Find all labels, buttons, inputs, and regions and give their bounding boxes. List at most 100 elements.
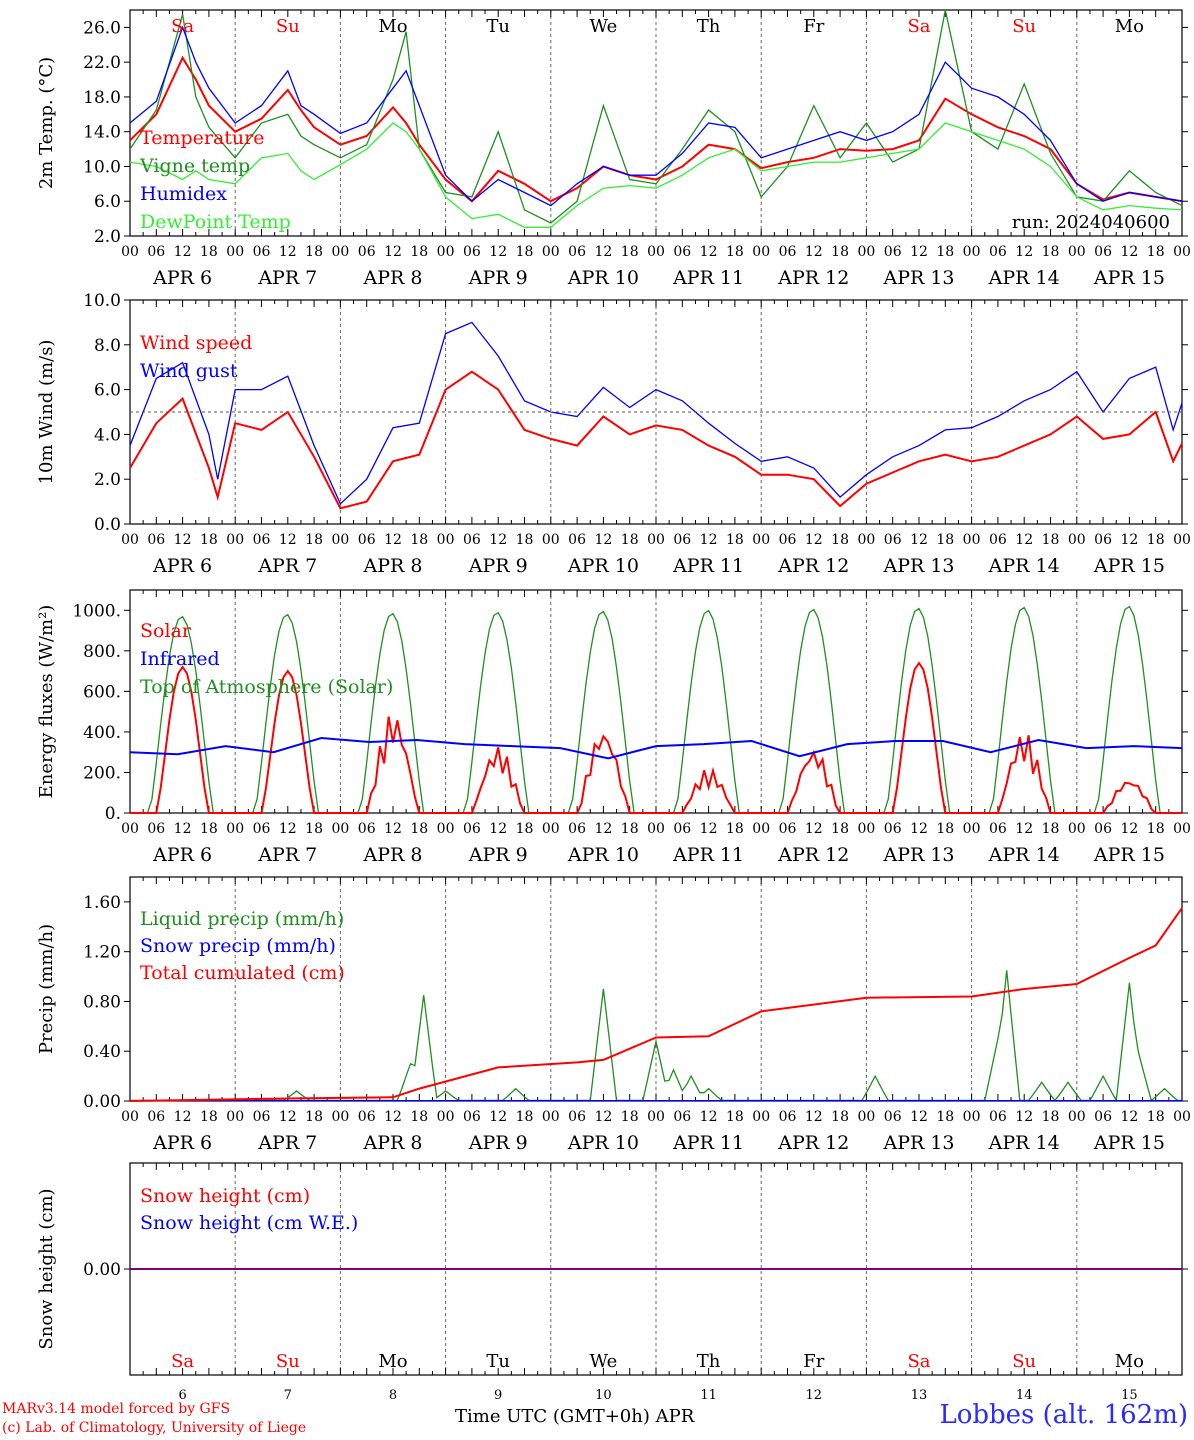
hour-tick-label: 18 xyxy=(305,532,323,548)
y-axis-label: Precip (mm/h) xyxy=(36,924,57,1054)
hour-tick-label: 12 xyxy=(1015,1109,1033,1125)
hour-tick-label: 06 xyxy=(358,821,376,837)
y-tick-label: 0.00 xyxy=(83,1260,121,1280)
y-tick-label: 6.0 xyxy=(94,192,121,212)
day-name-bottom: Su xyxy=(1012,1351,1036,1372)
hour-tick-label: 00 xyxy=(963,1109,981,1125)
hour-tick-label: 18 xyxy=(1042,244,1060,260)
hour-tick-label: 00 xyxy=(226,244,244,260)
hour-tick-label: 18 xyxy=(936,244,954,260)
hour-tick-label: 18 xyxy=(621,532,639,548)
y-tick-label: 4.0 xyxy=(94,425,121,445)
y-tick-label: 18.0 xyxy=(83,88,121,108)
series-line-vigne-temp xyxy=(129,9,1183,224)
day-number: 9 xyxy=(494,1388,502,1403)
date-label: APR 8 xyxy=(363,267,423,289)
date-label: APR 9 xyxy=(468,555,528,577)
hour-tick-label: 18 xyxy=(621,821,639,837)
hour-tick-label: 00 xyxy=(226,821,244,837)
hour-tick-label: 12 xyxy=(594,532,612,548)
date-label: APR 11 xyxy=(672,1132,744,1154)
hour-tick-label: 06 xyxy=(147,244,165,260)
hour-tick-label: 18 xyxy=(516,1109,534,1125)
y-tick-label: 10.0 xyxy=(83,291,121,311)
hour-tick-label: 06 xyxy=(884,821,902,837)
date-label: APR 14 xyxy=(988,844,1060,866)
hour-tick-label: 18 xyxy=(621,244,639,260)
hour-tick-label: 12 xyxy=(174,1109,192,1125)
hour-tick-label: 18 xyxy=(305,1109,323,1125)
hour-tick-label: 00 xyxy=(752,821,770,837)
y-tick-label: 600. xyxy=(83,682,121,702)
day-name-bottom: Th xyxy=(697,1351,721,1372)
hour-tick-label: 06 xyxy=(463,1109,481,1125)
date-label: APR 12 xyxy=(777,555,849,577)
date-label: APR 9 xyxy=(468,267,528,289)
date-label: APR 6 xyxy=(152,1132,212,1154)
hour-tick-label: 12 xyxy=(594,821,612,837)
hour-tick-label: 00 xyxy=(752,244,770,260)
y-tick-label: 26.0 xyxy=(83,18,121,38)
date-label: APR 11 xyxy=(672,844,744,866)
panel-5: 0.00 Snow height (cm) Sa 6 Su 7 Mo 8 Tu 9 We 10 Th 11… xyxy=(36,1162,1188,1403)
hour-tick-label: 12 xyxy=(1120,244,1138,260)
hour-tick-label: 18 xyxy=(410,532,428,548)
hour-tick-label: 18 xyxy=(831,821,849,837)
hour-tick-label: 12 xyxy=(700,821,718,837)
day-number: 13 xyxy=(911,1388,928,1403)
hour-tick-label: 18 xyxy=(1042,532,1060,548)
hour-tick-label: 00 xyxy=(857,1109,875,1125)
legend-snow-height-cm-: Snow height (cm) xyxy=(140,1185,310,1207)
hour-tick-label: 06 xyxy=(568,1109,586,1125)
hour-tick-label: 12 xyxy=(700,1109,718,1125)
hour-tick-label: 00 xyxy=(542,1109,560,1125)
x-axis-label: Time UTC (GMT+0h) APR xyxy=(455,1406,695,1427)
date-label: APR 12 xyxy=(777,1132,849,1154)
hour-tick-label: 06 xyxy=(253,821,271,837)
hour-tick-label: 00 xyxy=(647,1109,665,1125)
hour-tick-label: 18 xyxy=(1147,1109,1165,1125)
hour-tick-label: 06 xyxy=(568,821,586,837)
y-tick-label: 0.0 xyxy=(94,515,121,535)
hour-tick-label: 18 xyxy=(516,821,534,837)
hour-tick-label: 12 xyxy=(910,1109,928,1125)
y-tick-label: 800. xyxy=(83,642,121,662)
y-tick-label: 400. xyxy=(83,723,121,743)
hour-tick-label: 12 xyxy=(174,821,192,837)
day-name-bottom: Sa xyxy=(171,1351,194,1372)
date-label: APR 7 xyxy=(257,844,317,866)
y-axis-label: 10m Wind (m/s) xyxy=(36,340,57,485)
hour-tick-label: 00 xyxy=(1173,821,1191,837)
run-annotation: run: 2024040600 xyxy=(1012,212,1170,233)
date-label: APR 15 xyxy=(1093,555,1165,577)
hour-tick-label: 06 xyxy=(989,821,1007,837)
hour-tick-label: 18 xyxy=(726,532,744,548)
hour-tick-label: 18 xyxy=(1042,1109,1060,1125)
hour-tick-label: 12 xyxy=(279,1109,297,1125)
hour-tick-label: 12 xyxy=(489,532,507,548)
hour-tick-label: 06 xyxy=(463,532,481,548)
hour-tick-label: 06 xyxy=(989,1109,1007,1125)
hour-tick-label: 18 xyxy=(1147,821,1165,837)
day-name-top: Su xyxy=(1012,16,1036,37)
y-tick-label: 200. xyxy=(83,763,121,783)
hour-tick-label: 12 xyxy=(805,1109,823,1125)
series-group xyxy=(129,907,1183,1103)
date-label: APR 7 xyxy=(257,1132,317,1154)
series-line-temperature xyxy=(129,55,1183,203)
hour-tick-label: 18 xyxy=(410,244,428,260)
series-line-total-cumulated xyxy=(129,907,1183,1102)
series-line-dewpoint-temp xyxy=(129,122,1183,228)
hour-tick-label: 12 xyxy=(1120,1109,1138,1125)
date-label: APR 12 xyxy=(777,267,849,289)
hour-tick-label: 00 xyxy=(121,244,139,260)
y-tick-label: 0.40 xyxy=(83,1042,121,1062)
hour-tick-label: 12 xyxy=(174,532,192,548)
hour-tick-label: 18 xyxy=(305,244,323,260)
hour-tick-label: 06 xyxy=(463,244,481,260)
date-label: APR 7 xyxy=(257,267,317,289)
hour-tick-label: 00 xyxy=(331,532,349,548)
hour-tick-label: 12 xyxy=(489,244,507,260)
date-label: APR 10 xyxy=(567,267,639,289)
day-name-top: Sa xyxy=(907,16,930,37)
